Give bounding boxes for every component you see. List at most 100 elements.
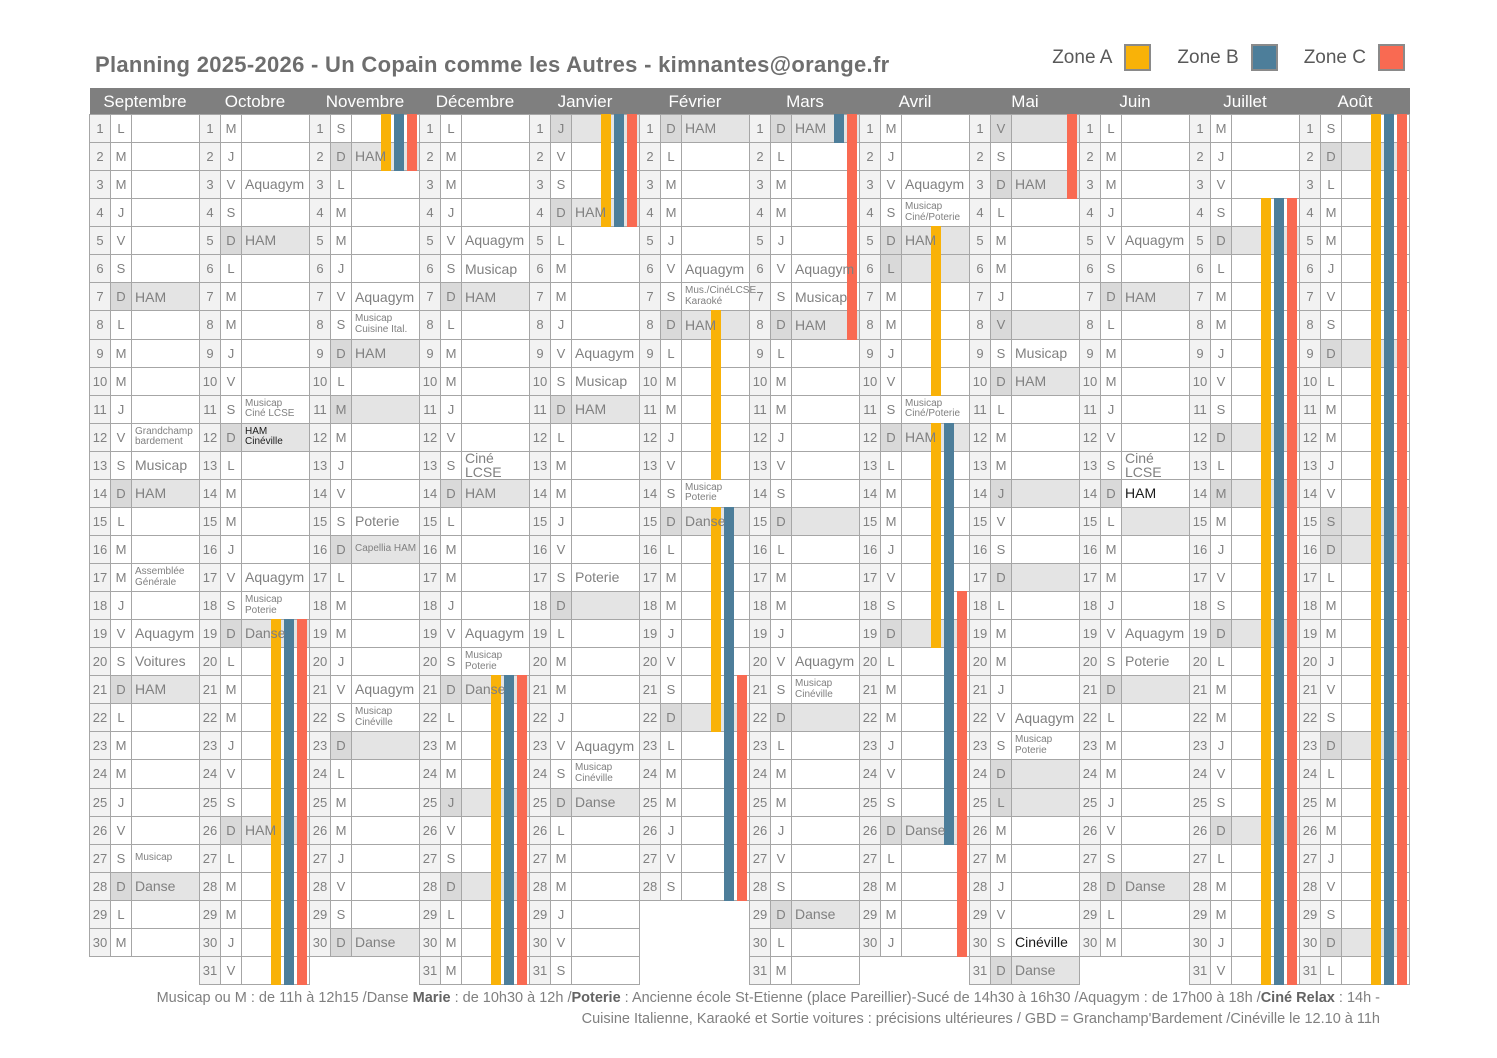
calendar: Septembre Octobre Novembre Décembre Janvier F…: [89, 88, 1410, 985]
day-label-cell: Aquagym: [241, 170, 310, 200]
day-row: 19 D Danse: [199, 619, 310, 649]
day-number-cell: 16: [749, 534, 771, 564]
day-row: 23 L: [639, 731, 750, 761]
zone-stripe-c: [1397, 759, 1407, 789]
day-row: 19 L: [529, 619, 640, 649]
zone-stripe-b: [1274, 366, 1284, 396]
day-row: 10 D HAM: [969, 366, 1080, 396]
zone-stripe-b: [504, 815, 514, 845]
day-number-cell: 3: [89, 170, 111, 200]
zone-stripe-b: [614, 170, 624, 200]
day-number-cell: 28: [859, 871, 881, 901]
day-label-cell: [461, 338, 530, 368]
month-header-1: Septembre: [103, 91, 187, 111]
day-number-cell: 2: [1079, 142, 1101, 172]
zone-stripe-c: [1287, 815, 1297, 845]
day-label-cell: Assemblée Générale: [131, 563, 200, 593]
day-label-cell: [1121, 787, 1190, 817]
day-number-cell: 7: [969, 282, 991, 312]
day-number-cell: 24: [639, 759, 661, 789]
day-label-cell: [1011, 871, 1080, 901]
day-row: 16 M: [89, 534, 200, 564]
day-activity-label: Musicap Ciné LCSE: [245, 397, 295, 420]
day-label-cell: [131, 366, 200, 396]
day-label-cell: [351, 591, 420, 621]
day-letter-cell: M: [660, 563, 682, 593]
day-number-cell: 3: [1079, 170, 1101, 200]
day-row: 14 D HAM: [89, 478, 200, 508]
day-label-cell: [901, 927, 970, 957]
day-label-cell: [131, 226, 200, 256]
day-row: 27 V: [639, 843, 750, 873]
day-label-cell: [791, 506, 860, 536]
day-label-cell: Musicap: [461, 254, 530, 284]
day-letter-cell: L: [880, 450, 902, 480]
zone-stripe-a: [1261, 534, 1271, 564]
day-label-cell: [681, 703, 750, 733]
zone-stripe-b: [1274, 422, 1284, 452]
day-activity-label: HAM: [135, 288, 167, 305]
day-number-cell: 12: [419, 422, 441, 452]
day-letter-cell: V: [330, 478, 352, 508]
day-number-cell: 12: [1079, 422, 1101, 452]
day-label-cell: [461, 114, 530, 144]
day-number-cell: 26: [639, 815, 661, 845]
day-row: 17 S Poterie: [529, 563, 640, 593]
day-number-cell: 16: [859, 534, 881, 564]
day-row: 29 S: [309, 899, 420, 929]
zone-stripe-c: [1287, 647, 1297, 677]
day-number-cell: 23: [1299, 731, 1321, 761]
zone-stripe-b: [1384, 815, 1394, 845]
day-letter-cell: D: [770, 114, 792, 144]
day-number-cell: 9: [639, 338, 661, 368]
day-letter-cell: V: [220, 563, 242, 593]
day-letter-cell: J: [880, 927, 902, 957]
day-label-cell: [1231, 170, 1300, 200]
day-letter-cell: S: [220, 787, 242, 817]
zone-stripe-a: [1371, 591, 1381, 621]
zone-stripe-c: [1397, 927, 1407, 957]
zone-stripe-a: [1371, 422, 1381, 452]
day-row: 29 L: [89, 899, 200, 929]
day-row: 18 M: [639, 591, 750, 621]
day-number-cell: 17: [969, 563, 991, 593]
zone-stripe-c: [1397, 338, 1407, 368]
day-label-cell: [461, 142, 530, 172]
zone-stripe-c: [847, 114, 857, 144]
day-letter-cell: M: [660, 394, 682, 424]
zone-stripe-b: [724, 506, 734, 536]
day-number-cell: 26: [89, 815, 111, 845]
day-number-cell: 3: [749, 170, 771, 200]
day-row: 13 S Musicap: [89, 450, 200, 480]
zone-stripe-a: [931, 450, 941, 480]
zone-stripe-a: [491, 731, 501, 761]
day-row: 25 M: [639, 787, 750, 817]
day-label-cell: HAM: [131, 282, 200, 312]
zone-stripe-c: [517, 703, 527, 733]
day-letter-cell: L: [1100, 703, 1122, 733]
day-letter-cell: S: [660, 871, 682, 901]
day-activity-label: Aquagym: [795, 653, 855, 670]
zone-stripe-c: [1287, 675, 1297, 705]
day-letter-cell: J: [330, 843, 352, 873]
day-number-cell: 11: [969, 394, 991, 424]
day-row: 13 V: [749, 450, 860, 480]
day-label-cell: Aquagym: [351, 675, 420, 705]
legend-swatch-zone-b: [1250, 44, 1278, 71]
day-activity-label: HAM: [905, 232, 937, 249]
day-row: 23 M: [419, 731, 530, 761]
zone-stripe-c: [517, 899, 527, 929]
zone-stripe-a: [931, 310, 941, 340]
day-row: 26 D: [1189, 815, 1300, 845]
day-label-cell: [791, 366, 860, 396]
zone-stripe-b: [1274, 927, 1284, 957]
day-label-cell: [901, 563, 970, 593]
day-label-cell: [131, 927, 200, 957]
zone-stripe-c: [627, 170, 637, 200]
zone-stripe-c: [957, 675, 967, 705]
day-activity-label: Musicap: [575, 372, 628, 389]
day-label-cell: [1341, 226, 1410, 256]
